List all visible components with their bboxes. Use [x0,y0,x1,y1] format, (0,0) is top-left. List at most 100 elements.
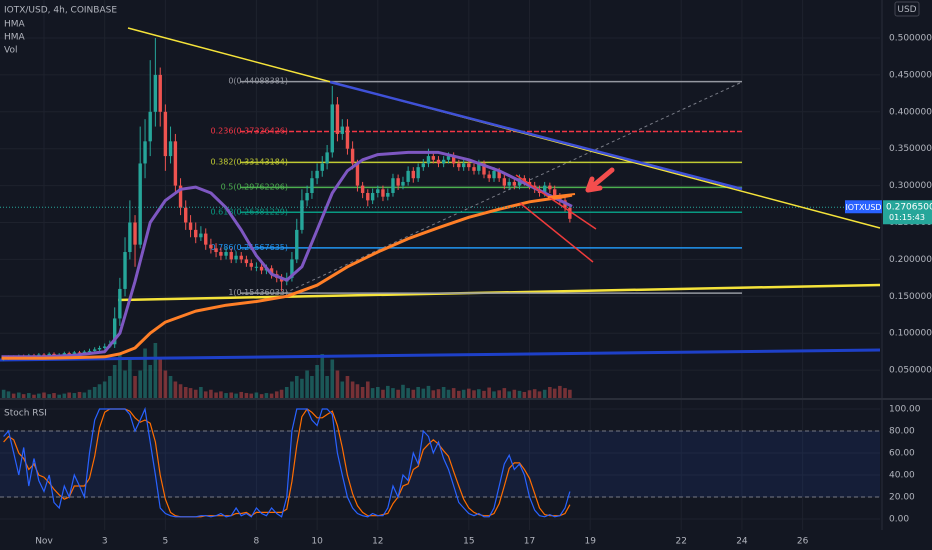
y-tick-label: 0.10000000 [889,329,932,339]
volume-bar [6,391,11,398]
candle-body [512,181,517,186]
candles [1,38,572,361]
volume-bar [254,392,259,398]
volume-bar [355,384,360,398]
candle-body [153,74,158,112]
trend-line [329,80,743,191]
candle-body [97,347,102,350]
y-tick-label: 0.30000000 [889,181,932,191]
volume-bar [517,390,522,398]
candle-body [249,263,253,267]
candle-body [219,252,223,256]
candle-body [163,111,168,157]
volume-bar [102,381,107,398]
volume-bar [143,348,147,398]
candle-body [310,178,314,193]
candle-body [386,192,390,197]
candle-body [305,192,309,201]
candle-body [416,167,420,179]
volume-bar [234,393,238,398]
volume-bar [133,376,137,398]
volume-bar [507,391,511,398]
volume-bar [264,393,269,398]
volume-bar [183,387,188,398]
y-tick-label: 0.50000000 [889,34,932,44]
x-tick-label: 22 [676,537,687,547]
volume-bar [294,376,299,398]
legend-entry: HMA [4,33,26,43]
volume-bar [360,387,365,398]
volume-bar [497,390,501,398]
volume-bar [421,388,426,398]
volume-bar [335,370,340,398]
candle-body [173,141,178,186]
candle-body [229,252,233,260]
volume-bar [467,388,471,398]
candle-body [360,185,365,193]
x-tick-label: 24 [736,537,748,547]
volume-bar [457,390,461,398]
volume-bar [512,389,517,398]
volume-bar [214,392,218,398]
candle-body [446,156,451,160]
y-tick-label: 0.20000000 [889,255,932,265]
volume-bar [199,387,203,398]
volume-bar [370,388,375,398]
candle-body [381,189,385,197]
stoch-tick-label: 80.00 [889,427,915,437]
volume-bar [112,365,117,398]
x-tick-label: 19 [584,537,596,547]
candle-body [239,255,243,260]
volume-bar [153,343,158,398]
currency-box[interactable] [894,1,920,17]
volume-bar [537,391,542,398]
candle-body [269,268,274,275]
candle-body [451,156,456,164]
fib-label: 0.786(0.21567635) [211,243,289,252]
candle-body [497,170,501,179]
candle-body [411,170,415,179]
volume-bar [57,394,61,398]
volume-bar [123,370,127,398]
volume-bar [527,390,532,398]
candle-body [426,156,431,164]
volume-bar [451,388,456,398]
y-tick-label: 0.35000000 [889,144,932,154]
candle-body [295,229,299,260]
hma-line [1,150,573,359]
volume-bar [219,391,223,398]
volume-bar [173,381,178,398]
volume-bar [269,393,274,398]
hma-line [1,193,573,360]
volume-bar [300,378,304,398]
y-tick-label: 0.45000000 [889,70,932,80]
x-tick-label: 26 [797,537,809,547]
volume-bar [320,354,325,398]
candle-body [366,192,370,201]
candle-body [482,163,486,175]
legend-entry: HMA [4,20,26,30]
volume-bar [330,359,335,398]
candle-body [279,277,284,282]
volume-bar [37,393,41,398]
candle-body [406,170,410,182]
volume-bar [482,390,486,398]
stoch-line [3,408,571,518]
volume-bar [82,392,87,398]
candle-body [133,222,137,245]
volume-bar [487,387,491,398]
volume-bar [178,384,183,398]
volume-bar [426,385,431,398]
currency[interactable]: USD [897,5,916,15]
candle-body [472,167,476,171]
candle-body [178,185,183,208]
stoch-rsi [3,406,571,518]
volume-bar [42,392,46,398]
candle-body [168,141,173,157]
candle-body [128,222,132,253]
volume-bar [163,370,168,398]
candle-body [143,141,147,164]
candle-body [502,178,507,186]
candle-body [52,353,56,356]
